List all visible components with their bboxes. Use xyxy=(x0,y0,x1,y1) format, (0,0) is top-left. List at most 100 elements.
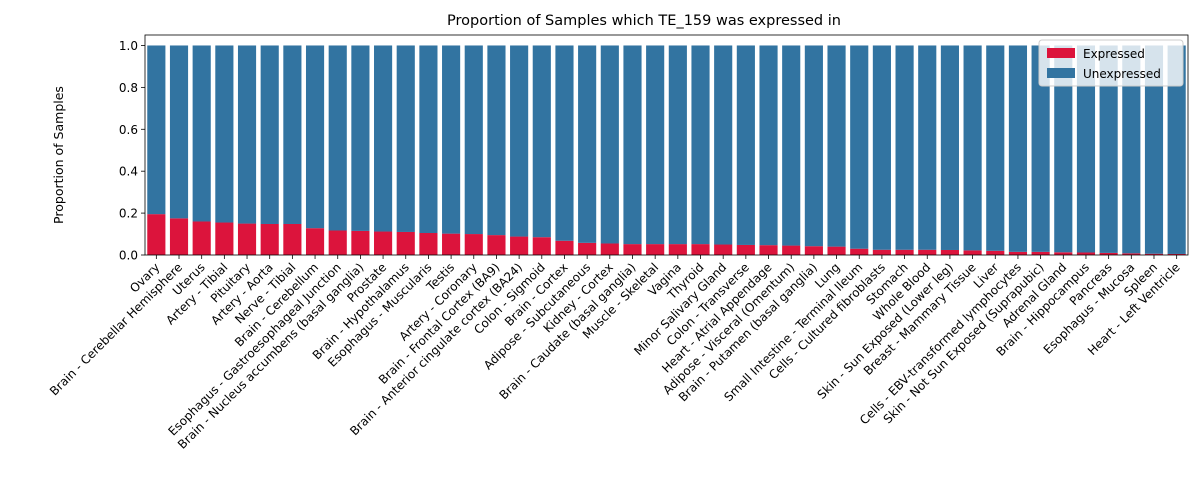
bar-expressed-44 xyxy=(1144,253,1164,255)
bar-expressed-2 xyxy=(192,221,211,255)
bar-unexpressed-32 xyxy=(872,45,891,250)
bar-unexpressed-3 xyxy=(215,45,234,223)
legend-swatch-expressed xyxy=(1047,48,1075,58)
bar-unexpressed-34 xyxy=(918,45,937,250)
bar-unexpressed-17 xyxy=(532,45,551,238)
chart-title: Proportion of Samples which TE_159 was e… xyxy=(447,13,841,29)
bar-expressed-17 xyxy=(532,237,551,255)
bar-unexpressed-21 xyxy=(623,45,642,245)
bar-unexpressed-10 xyxy=(374,45,393,232)
bar-expressed-18 xyxy=(555,240,574,255)
bar-unexpressed-1 xyxy=(169,45,189,219)
y-tick-label: 0.6 xyxy=(119,123,138,137)
bar-expressed-3 xyxy=(215,222,234,255)
bar-unexpressed-18 xyxy=(555,45,574,241)
bar-expressed-40 xyxy=(1054,252,1073,255)
bar-unexpressed-0 xyxy=(147,45,166,215)
bar-unexpressed-7 xyxy=(305,45,325,229)
bar-expressed-25 xyxy=(714,244,733,255)
bar-unexpressed-12 xyxy=(419,45,438,234)
x-tick-label: Brain - Cerebellar Hemisphere xyxy=(47,260,185,398)
legend-label-unexpressed: Unexpressed xyxy=(1083,67,1161,81)
bar-unexpressed-39 xyxy=(1031,45,1050,252)
y-tick-label: 1.0 xyxy=(119,39,138,53)
bar-expressed-16 xyxy=(510,236,529,255)
bar-unexpressed-41 xyxy=(1076,45,1096,253)
bar-unexpressed-19 xyxy=(578,45,597,243)
bar-expressed-37 xyxy=(986,250,1005,255)
bar-expressed-31 xyxy=(850,248,869,255)
y-axis-label: Proportion of Samples xyxy=(51,86,66,224)
bar-expressed-6 xyxy=(283,223,302,255)
bar-unexpressed-9 xyxy=(351,45,370,231)
bar-unexpressed-38 xyxy=(1008,45,1028,252)
bar-expressed-12 xyxy=(419,233,438,255)
bar-expressed-7 xyxy=(305,228,325,255)
bar-unexpressed-45 xyxy=(1167,45,1186,254)
bar-unexpressed-31 xyxy=(850,45,869,249)
bar-unexpressed-4 xyxy=(237,45,257,224)
y-axis: 0.0 0.2 0.4 0.6 0.8 1.0 xyxy=(119,39,145,263)
legend-label-expressed: Expressed xyxy=(1083,47,1145,61)
bar-expressed-43 xyxy=(1122,253,1141,255)
bar-expressed-39 xyxy=(1031,251,1050,255)
bar-expressed-30 xyxy=(827,246,846,255)
bar-unexpressed-16 xyxy=(510,45,529,237)
bar-unexpressed-6 xyxy=(283,45,302,224)
legend-swatch-unexpressed xyxy=(1047,68,1075,78)
bar-unexpressed-13 xyxy=(442,45,461,234)
bar-expressed-33 xyxy=(895,249,914,255)
bar-unexpressed-14 xyxy=(464,45,483,235)
bar-expressed-42 xyxy=(1099,252,1118,255)
bar-expressed-13 xyxy=(442,233,461,255)
bar-expressed-10 xyxy=(374,231,393,255)
bar-unexpressed-15 xyxy=(487,45,506,236)
bar-unexpressed-40 xyxy=(1054,45,1073,253)
bar-unexpressed-26 xyxy=(736,45,755,245)
bar-unexpressed-11 xyxy=(396,45,415,232)
bar-unexpressed-27 xyxy=(759,45,778,246)
bar-unexpressed-35 xyxy=(940,45,959,250)
bar-expressed-35 xyxy=(940,249,959,255)
bar-expressed-27 xyxy=(759,245,778,255)
bar-expressed-14 xyxy=(464,234,483,255)
bar-unexpressed-36 xyxy=(963,45,982,251)
bar-expressed-41 xyxy=(1076,252,1096,255)
bar-expressed-29 xyxy=(804,246,823,255)
bar-expressed-9 xyxy=(351,230,370,255)
bar-unexpressed-8 xyxy=(328,45,347,231)
bar-expressed-45 xyxy=(1167,253,1186,255)
bar-expressed-32 xyxy=(872,249,891,255)
bar-expressed-24 xyxy=(691,244,710,255)
bar-unexpressed-42 xyxy=(1099,45,1118,253)
bar-unexpressed-43 xyxy=(1122,45,1141,254)
bar-expressed-0 xyxy=(147,214,166,255)
bar-expressed-19 xyxy=(578,242,597,255)
y-tick-label: 0.0 xyxy=(119,249,138,263)
bar-unexpressed-28 xyxy=(782,45,801,246)
plot-frame xyxy=(144,34,1189,256)
bar-expressed-8 xyxy=(328,230,347,255)
bar-unexpressed-29 xyxy=(804,45,823,247)
bar-expressed-5 xyxy=(260,223,279,255)
bar-expressed-34 xyxy=(918,249,937,255)
bar-expressed-15 xyxy=(487,235,506,255)
bar-expressed-28 xyxy=(782,245,801,255)
y-tick-label: 0.4 xyxy=(119,165,138,179)
bar-expressed-20 xyxy=(600,243,619,255)
bar-expressed-1 xyxy=(169,218,189,255)
y-tick-label: 0.8 xyxy=(119,81,138,95)
bar-unexpressed-24 xyxy=(691,45,710,245)
bar-unexpressed-22 xyxy=(646,45,665,245)
bar-expressed-4 xyxy=(237,223,257,255)
bar-unexpressed-37 xyxy=(986,45,1005,251)
bars-group xyxy=(147,45,1186,255)
bar-expressed-11 xyxy=(396,231,415,255)
bar-unexpressed-44 xyxy=(1144,45,1164,254)
bar-expressed-23 xyxy=(668,244,687,255)
bar-unexpressed-23 xyxy=(668,45,687,245)
bar-unexpressed-20 xyxy=(600,45,619,244)
bar-unexpressed-30 xyxy=(827,45,846,247)
